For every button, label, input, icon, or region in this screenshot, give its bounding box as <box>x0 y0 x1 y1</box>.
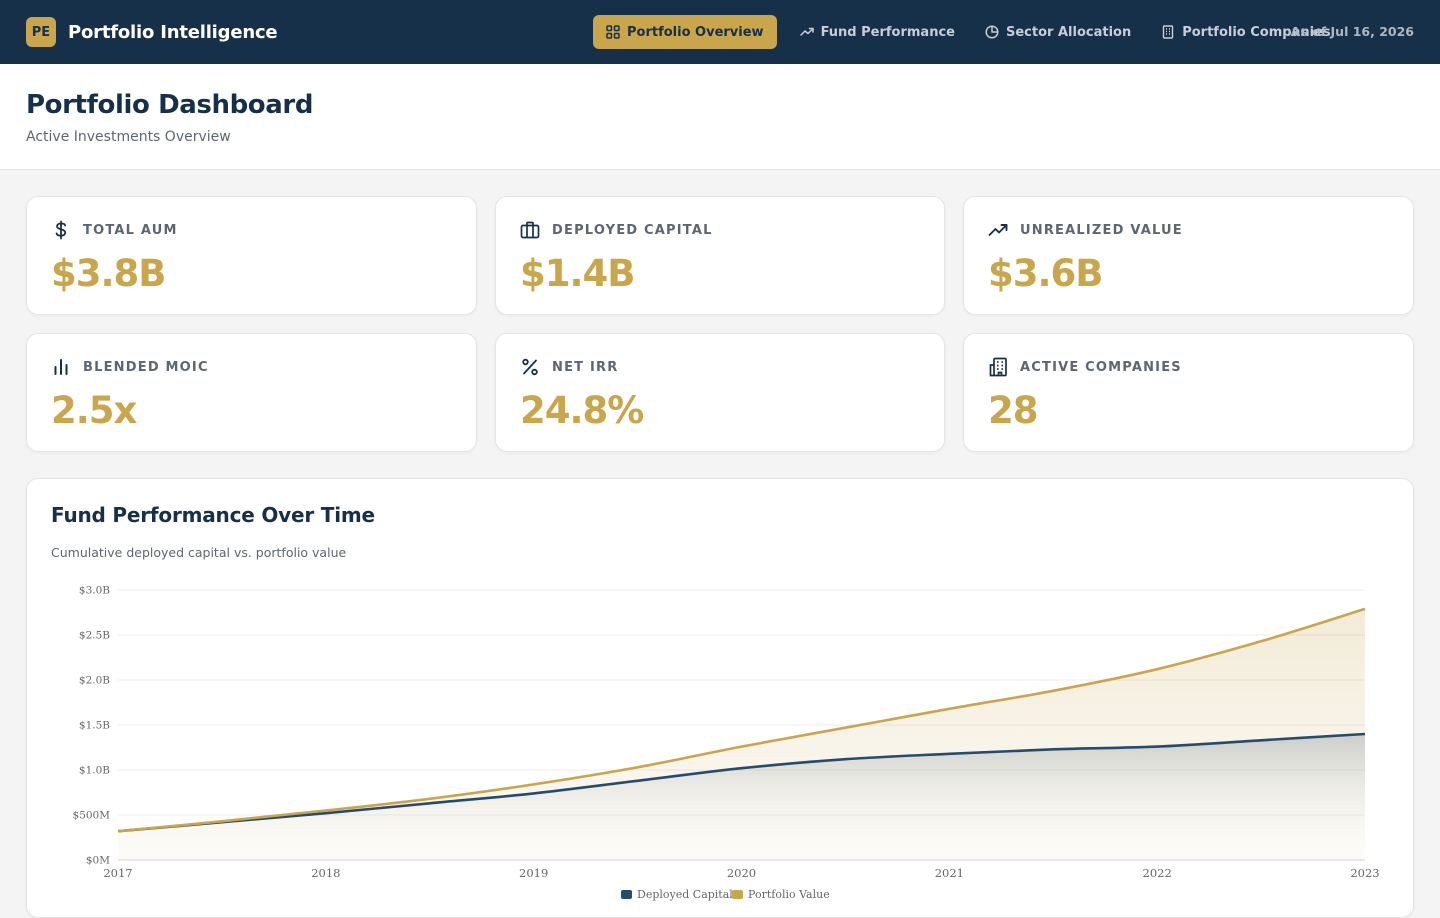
legend-swatch <box>621 890 632 899</box>
main-nav: Portfolio Overview Fund Performance Sect… <box>593 15 1344 49</box>
y-tick-label: $1.0B <box>79 765 110 777</box>
x-tick-label: 2019 <box>519 866 548 880</box>
bar-chart-icon <box>54 359 68 375</box>
kpi-card-total-aum: Total AUM $3.8B <box>26 196 477 315</box>
kpi-card-active-companies: Active Companies 28 <box>963 333 1414 452</box>
kpi-value: $3.8B <box>51 252 166 295</box>
kpi-label: Net IRR <box>552 359 619 375</box>
nav-label: Portfolio Companies <box>1182 24 1331 40</box>
nav-portfolio-overview[interactable]: Portfolio Overview <box>593 15 777 49</box>
legend-label: Deployed Capital <box>637 888 733 901</box>
y-tick-label: $2.0B <box>79 675 110 687</box>
deployed-capital-line <box>117 732 1366 833</box>
top-navigation-bar: PE Portfolio Intelligence Portfolio Over… <box>0 0 1440 64</box>
portfolio-value-line <box>117 607 1366 833</box>
brand-logo: PE <box>26 17 56 47</box>
nav-portfolio-companies[interactable]: Portfolio Companies <box>1148 15 1343 49</box>
nav-fund-performance[interactable]: Fund Performance <box>787 15 968 49</box>
nav-sector-allocation[interactable]: Sector Allocation <box>972 15 1144 49</box>
grid-icon <box>606 25 620 39</box>
percent-icon <box>522 358 538 376</box>
kpi-label: Active Companies <box>1020 359 1182 375</box>
trending-up-icon <box>988 224 1008 236</box>
pie-chart-icon <box>985 25 999 39</box>
y-tick-label: $500M <box>73 810 111 822</box>
x-tick-label: 2021 <box>935 866 964 880</box>
y-tick-label: $0M <box>86 855 110 867</box>
nav-label: Sector Allocation <box>1006 24 1132 40</box>
nav-label: Fund Performance <box>820 24 955 40</box>
x-tick-label: 2023 <box>1350 866 1379 880</box>
kpi-value: 28 <box>988 389 1038 432</box>
nav-label: Portfolio Overview <box>627 24 764 40</box>
kpi-label: Deployed Capital <box>552 222 713 238</box>
as-of-date: As of Jul 16, 2026 <box>1290 24 1414 39</box>
kpi-value: 2.5x <box>51 389 137 432</box>
legend-swatch <box>732 890 743 899</box>
brand[interactable]: PE Portfolio Intelligence <box>26 16 278 48</box>
kpi-label: Unrealized Value <box>1020 222 1183 238</box>
kpi-card-blended-moic: Blended MOIC 2.5x <box>26 333 477 452</box>
x-tick-label: 2017 <box>103 866 132 880</box>
x-tick-label: 2022 <box>1143 866 1172 880</box>
kpi-card-deployed-capital: Deployed Capital $1.4B <box>495 196 945 315</box>
app-title: Portfolio Intelligence <box>68 21 278 43</box>
page-title: Portfolio Dashboard <box>26 90 314 120</box>
y-tick-label: $2.5B <box>79 630 110 642</box>
trending-up-icon <box>799 27 814 36</box>
x-tick-label: 2020 <box>727 866 756 880</box>
kpi-label: Blended MOIC <box>83 359 209 375</box>
chart-title: Fund Performance Over Time <box>51 503 375 527</box>
kpi-card-net-irr: Net IRR 24.8% <box>495 333 945 452</box>
building-icon <box>1163 25 1174 39</box>
legend-label: Portfolio Value <box>748 888 830 901</box>
page-header: Portfolio Dashboard Active Investments O… <box>0 64 1440 170</box>
fund-performance-chart: $0M $500M $1.0B $1.5B $2.0B $2.5B $3.0B 2017 201… <box>73 585 1380 902</box>
kpi-value: 24.8% <box>520 389 644 432</box>
kpi-card-unrealized-value: Unrealized Value $3.6B <box>963 196 1414 315</box>
kpi-value: $3.6B <box>988 252 1103 295</box>
briefcase-icon <box>520 221 540 239</box>
kpi-label: Total AUM <box>83 222 178 238</box>
deployed-capital-area <box>118 734 1365 860</box>
page-subtitle: Active Investments Overview <box>26 129 231 145</box>
y-tick-label: $1.5B <box>79 720 110 732</box>
chart-subtitle: Cumulative deployed capital vs. portfoli… <box>51 545 347 560</box>
dollar-icon <box>55 220 67 240</box>
fund-performance-chart-card: Fund Performance Over Time Cumulative de… <box>26 478 1414 918</box>
kpi-value: $1.4B <box>520 252 635 295</box>
building-icon <box>989 357 1007 377</box>
y-tick-label: $3.0B <box>79 585 110 597</box>
x-tick-label: 2018 <box>311 866 340 880</box>
